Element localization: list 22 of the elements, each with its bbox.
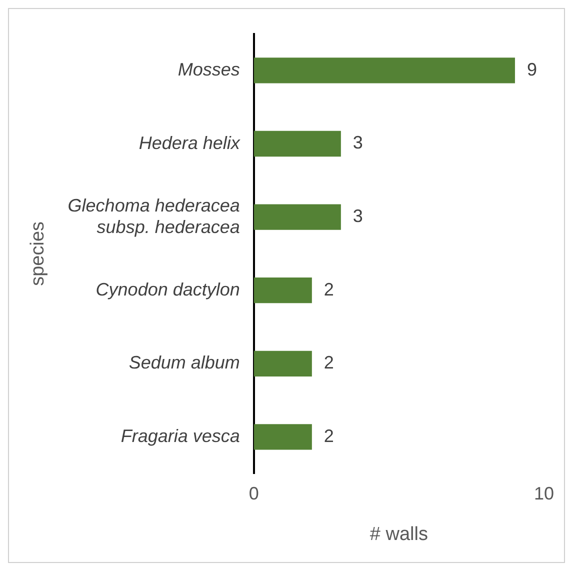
y-tick-label: Hedera helix: [138, 132, 241, 153]
x-tick-label: 10: [534, 483, 554, 504]
bar: [254, 204, 341, 230]
data-label: 2: [324, 279, 334, 300]
y-axis-title: species: [28, 221, 49, 286]
bar: [254, 130, 341, 157]
data-label: 2: [324, 426, 334, 446]
y-tick-label: Sedum album: [128, 352, 240, 373]
data-label: 2: [324, 352, 334, 373]
bar: [254, 278, 312, 304]
y-tick-label: Fragaria vesca: [120, 426, 240, 446]
y-tick-label: Cynodon dactylon: [96, 279, 240, 300]
bar: [254, 350, 312, 376]
data-label: 3: [352, 206, 363, 226]
bar: [254, 424, 312, 450]
data-label: 9: [526, 59, 537, 80]
y-tick-label: Glechoma hederacea subsp. hederacea: [68, 195, 240, 237]
x-tick-label: 0: [248, 483, 259, 504]
bar: [254, 58, 515, 84]
data-label: 3: [352, 132, 363, 153]
y-tick-label: Mosses: [178, 59, 240, 80]
x-axis-title: # walls: [370, 524, 428, 545]
